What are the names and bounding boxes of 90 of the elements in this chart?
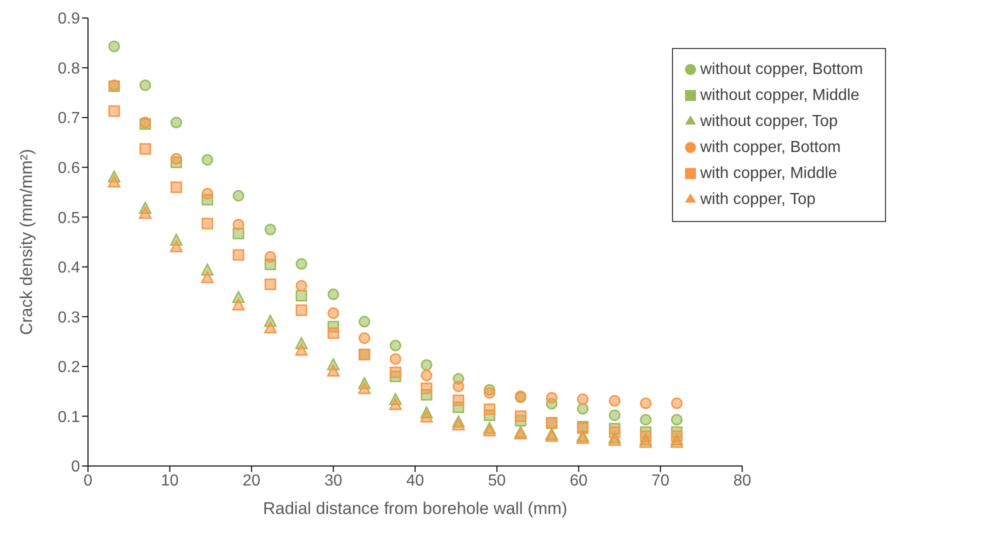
point — [608, 409, 620, 421]
point — [546, 392, 558, 404]
y-tick-label: 0 — [71, 458, 80, 476]
point — [452, 418, 465, 430]
x-tick-label: 0 — [84, 472, 93, 490]
x-axis-title: Radial distance from borehole wall (mm) — [263, 499, 568, 518]
y-tick-label: 0.8 — [58, 60, 80, 78]
legend-label: with copper, Top — [700, 191, 816, 208]
point — [577, 403, 589, 415]
point — [296, 290, 308, 302]
point — [640, 398, 652, 410]
point — [170, 116, 182, 128]
point — [232, 298, 245, 310]
point — [483, 424, 496, 436]
point — [358, 316, 370, 328]
point — [296, 304, 308, 316]
point — [484, 404, 496, 416]
legend-label: with copper, Bottom — [700, 139, 841, 156]
x-tick-label: 20 — [242, 472, 261, 490]
point — [108, 105, 120, 117]
y-tick-label: 0.4 — [58, 260, 80, 277]
point — [452, 394, 464, 406]
point — [639, 436, 652, 448]
legend-label: without copper, Bottom — [700, 61, 863, 78]
point — [390, 366, 402, 378]
point — [202, 188, 214, 200]
point — [358, 382, 371, 394]
x-tick-label: 30 — [324, 472, 342, 490]
point — [420, 382, 432, 394]
point — [420, 370, 432, 382]
point — [296, 258, 308, 270]
point — [170, 240, 183, 252]
point — [608, 434, 621, 446]
y-tick-label: 0.5 — [58, 210, 80, 227]
point — [640, 414, 652, 426]
point — [232, 228, 244, 240]
y-tick-label: 0.7 — [58, 110, 80, 128]
point — [170, 181, 182, 193]
point — [389, 398, 402, 410]
point — [296, 280, 308, 292]
legend-label: without copper, Middle — [700, 87, 860, 104]
point — [202, 154, 214, 166]
y-tick-label: 0.9 — [58, 10, 80, 28]
y-tick-label: 0.1 — [58, 408, 80, 426]
point — [232, 190, 244, 202]
point — [328, 327, 340, 339]
point — [420, 410, 433, 422]
point — [264, 224, 276, 236]
point — [327, 364, 340, 377]
x-tick-label: 40 — [406, 472, 424, 490]
point — [139, 79, 151, 91]
point — [452, 380, 464, 392]
point — [484, 387, 496, 399]
point — [232, 218, 244, 230]
x-tick-label: 80 — [733, 472, 752, 490]
point — [108, 176, 120, 188]
point — [170, 153, 182, 165]
point — [670, 436, 684, 448]
point — [202, 218, 214, 230]
y-tick-label: 0.6 — [58, 160, 80, 178]
point — [671, 398, 683, 410]
legend-label: with copper, Middle — [700, 165, 838, 182]
y-axis-title: Crack density (mm/mm²) — [17, 148, 36, 336]
x-tick-label: 60 — [570, 472, 588, 490]
point — [264, 278, 276, 290]
x-tick-label: 10 — [160, 472, 179, 490]
legend-label: without copper, Top — [700, 113, 838, 130]
point — [358, 332, 370, 344]
point — [577, 394, 589, 406]
point — [328, 288, 340, 300]
point — [608, 395, 620, 407]
point — [608, 426, 620, 438]
point — [671, 414, 683, 426]
y-tick-label: 0.3 — [58, 309, 80, 326]
point — [138, 206, 152, 219]
point — [108, 40, 120, 52]
point — [295, 344, 308, 356]
point — [390, 340, 402, 352]
x-tick-label: 50 — [488, 472, 506, 490]
point — [390, 353, 402, 365]
point — [264, 321, 277, 334]
y-tick-label: 0.2 — [58, 359, 80, 376]
point — [514, 410, 526, 422]
point — [201, 271, 214, 284]
x-tick-label: 70 — [652, 472, 670, 490]
point — [420, 359, 432, 371]
point — [264, 251, 276, 263]
point — [328, 307, 340, 319]
point — [232, 249, 244, 261]
point — [139, 143, 151, 155]
